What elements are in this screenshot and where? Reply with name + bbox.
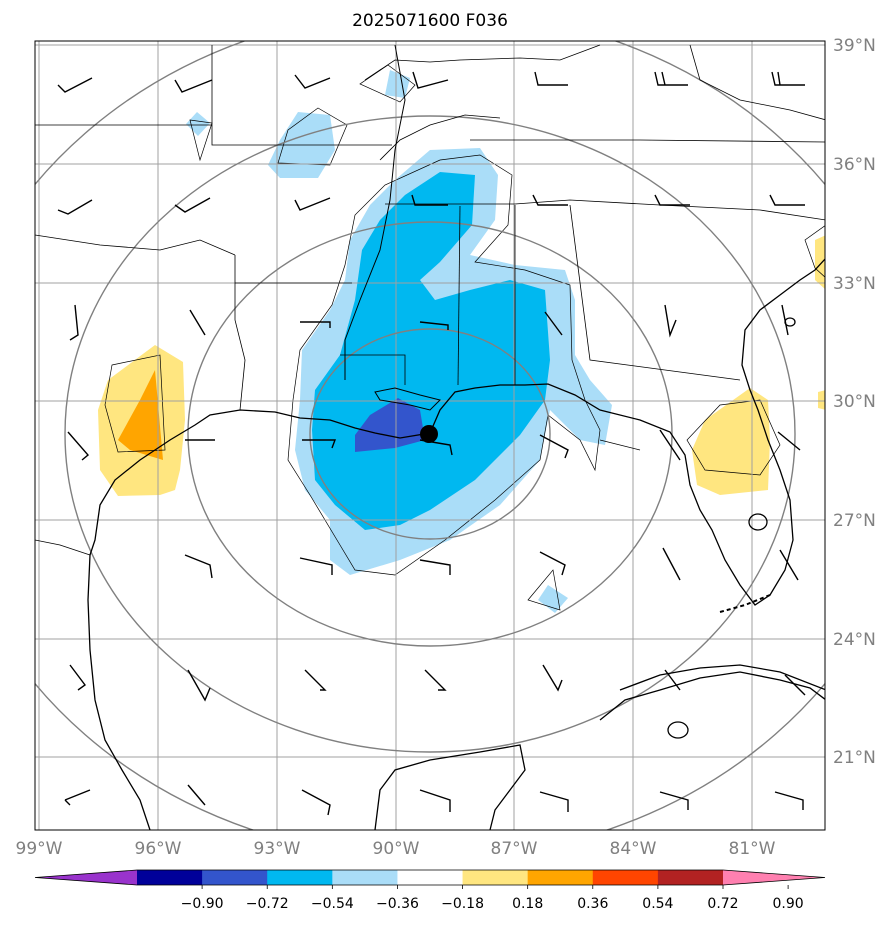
texas-mexico-coast — [87, 554, 151, 830]
storm-center-marker — [420, 425, 438, 443]
lat-label: 24°N — [833, 630, 876, 650]
colorbar-segment — [462, 870, 529, 885]
longitude-labels: 99°W 96°W 93°W 90°W 87°W 84°W 81°W — [16, 839, 776, 859]
lat-label: 21°N — [833, 748, 876, 768]
colorbar-outline — [34, 869, 826, 886]
storm-delta — [374, 387, 441, 411]
positive-anomaly-orange — [118, 370, 163, 460]
colorbar-extend-low — [35, 870, 137, 885]
colorbar-segment — [267, 870, 333, 885]
mississippi-river — [344, 44, 406, 380]
anomaly-contour — [686, 399, 781, 476]
colorbar-tick-label: 0.72 — [707, 896, 738, 912]
colorbar-extend-high — [723, 870, 825, 885]
colorbar-segment — [592, 870, 659, 885]
state-borders — [35, 44, 825, 556]
lon-label: 87°W — [491, 839, 538, 859]
coastlines — [87, 44, 825, 830]
colorbar-tick-label: 0.18 — [512, 896, 543, 912]
positive-anomaly-yellow — [815, 235, 825, 290]
lon-label: 93°W — [254, 839, 301, 859]
gulf-coast — [89, 258, 825, 606]
negative-anomaly-light — [385, 70, 410, 98]
negative-anomaly-light — [538, 585, 568, 613]
yucatan-coast — [374, 744, 526, 830]
lon-label: 96°W — [135, 839, 182, 859]
positive-anomaly-yellow — [692, 388, 770, 495]
map-title: 2025071600 F036 — [352, 11, 508, 31]
negative-anomaly-dark — [355, 398, 425, 452]
colorbar-tick-label: −0.54 — [311, 896, 354, 912]
colorbar-tick-label: 0.54 — [642, 896, 673, 912]
lon-label: 90°W — [373, 839, 420, 859]
anomaly-contour — [104, 354, 166, 453]
colorbar-tick-label: 0.36 — [577, 896, 608, 912]
colorbar-segment — [202, 870, 268, 885]
lake-okeechobee — [748, 513, 768, 531]
anomaly-contour — [287, 154, 601, 576]
key-west — [719, 594, 771, 613]
lon-label: 84°W — [610, 839, 657, 859]
positive-anomaly-yellow — [818, 390, 825, 410]
colorbar-segment — [137, 870, 203, 885]
negative-anomaly-light — [186, 112, 210, 136]
lat-label: 27°N — [833, 511, 876, 531]
colorbar-tick-label: −0.90 — [181, 896, 224, 912]
colorbar-tick-label: −0.72 — [246, 896, 289, 912]
lon-label: 99°W — [16, 839, 63, 859]
small-island — [667, 721, 689, 739]
colorbar-segment — [397, 870, 464, 885]
lat-label: 33°N — [833, 274, 876, 294]
lat-label: 39°N — [833, 36, 876, 56]
lat-label: 36°N — [833, 155, 876, 175]
map-frame — [34, 40, 826, 831]
colorbar-tick-label: −0.36 — [376, 896, 419, 912]
colorbar-segment — [332, 870, 398, 885]
lon-label: 81°W — [729, 839, 776, 859]
lat-label: 30°N — [833, 392, 876, 412]
colorbar-tick-label: 0.90 — [773, 896, 804, 912]
colorbar-segment — [527, 870, 594, 885]
cuba-coast — [599, 671, 825, 721]
wind-barbs — [57, 71, 806, 816]
colorbar: −0.90 −0.72 −0.54 −0.36 −0.18 0.18 0.36 0.54 0.7… — [34, 869, 826, 912]
anomaly-contour — [804, 225, 825, 278]
colorbar-tick-label: −0.18 — [441, 896, 484, 912]
colorbar-segment — [657, 870, 724, 885]
cuba-coast-south — [619, 664, 825, 691]
anomaly-contour — [527, 569, 561, 611]
anomaly-contour — [359, 64, 416, 103]
anomaly-shading — [98, 64, 825, 613]
anomaly-contour — [189, 119, 213, 162]
latitude-labels: 39°N 36°N 33°N 30°N 27°N 24°N 21°N — [833, 36, 876, 768]
